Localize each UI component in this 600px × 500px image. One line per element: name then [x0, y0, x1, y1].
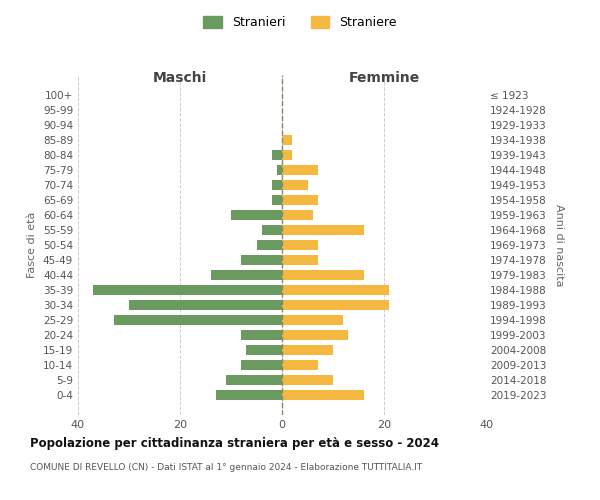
Text: COMUNE DI REVELLO (CN) - Dati ISTAT al 1° gennaio 2024 - Elaborazione TUTTITALIA: COMUNE DI REVELLO (CN) - Dati ISTAT al 1… — [30, 462, 422, 471]
Bar — [114, 315, 282, 324]
Bar — [282, 210, 313, 220]
Bar — [277, 166, 282, 175]
Bar — [282, 390, 364, 400]
Bar — [241, 330, 282, 340]
Bar — [226, 375, 282, 384]
Bar — [282, 150, 292, 160]
Bar — [257, 240, 282, 250]
Bar — [282, 136, 292, 145]
Text: Femmine: Femmine — [349, 71, 419, 85]
Bar — [282, 225, 364, 235]
Bar — [282, 166, 318, 175]
Bar — [231, 210, 282, 220]
Bar — [94, 285, 282, 295]
Bar — [282, 180, 308, 190]
Bar — [282, 330, 349, 340]
Y-axis label: Fasce di età: Fasce di età — [28, 212, 37, 278]
Bar — [282, 300, 389, 310]
Bar — [282, 255, 318, 265]
Y-axis label: Anni di nascita: Anni di nascita — [554, 204, 563, 286]
Bar — [282, 375, 333, 384]
Bar — [241, 255, 282, 265]
Text: Maschi: Maschi — [153, 71, 207, 85]
Bar — [272, 180, 282, 190]
Bar — [272, 150, 282, 160]
Text: Popolazione per cittadinanza straniera per età e sesso - 2024: Popolazione per cittadinanza straniera p… — [30, 438, 439, 450]
Bar — [282, 195, 318, 205]
Bar — [247, 345, 282, 354]
Bar — [282, 345, 333, 354]
Bar — [282, 360, 318, 370]
Bar — [216, 390, 282, 400]
Bar — [282, 285, 389, 295]
Legend: Stranieri, Straniere: Stranieri, Straniere — [198, 11, 402, 34]
Bar — [129, 300, 282, 310]
Bar — [241, 360, 282, 370]
Bar — [262, 225, 282, 235]
Bar — [211, 270, 282, 280]
Bar — [272, 195, 282, 205]
Bar — [282, 270, 364, 280]
Bar — [282, 240, 318, 250]
Bar — [282, 315, 343, 324]
